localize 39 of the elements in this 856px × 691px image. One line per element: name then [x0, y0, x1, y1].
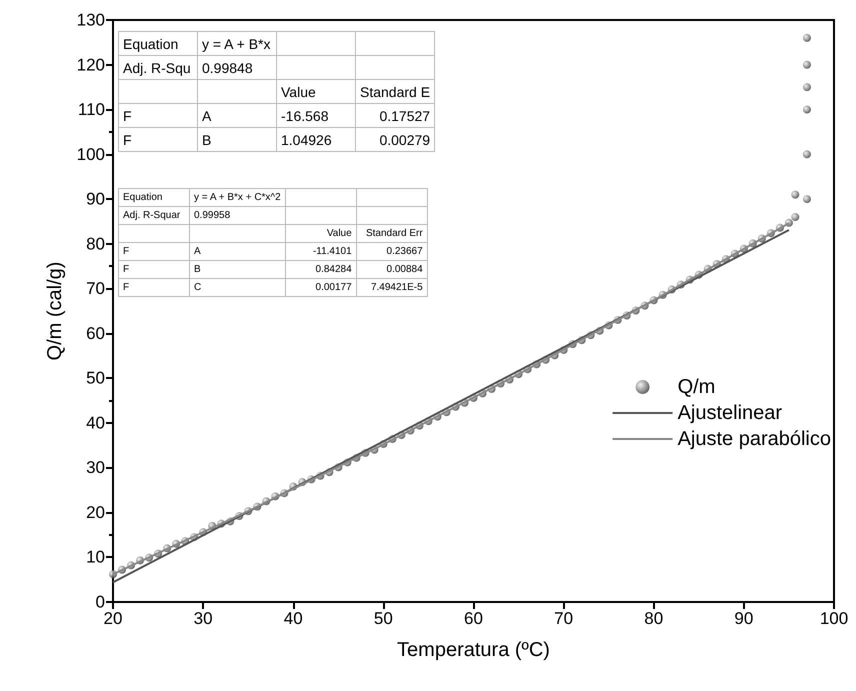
x-tick-label: 40 [284, 609, 303, 628]
y-tick-label: 40 [86, 413, 105, 432]
y-tick-label: 100 [76, 144, 105, 164]
annotation: Adj. R-Squ 0.99848 [122, 58, 254, 78]
x-tick-label: 70 [554, 609, 574, 628]
x-tick-label: 20 [104, 609, 122, 628]
y-tick-label: 90 [86, 190, 105, 209]
y-tick-label: 110 [78, 100, 105, 120]
y-axis-title: Q/m (cal/g) [44, 262, 66, 360]
x-tick-label: 50 [374, 609, 393, 628]
text: F A -16.568 0.17527 [123, 108, 430, 124]
text: Equation y = A + B*x + C*x^2 [123, 192, 281, 203]
y-tick-label: 60 [86, 324, 105, 343]
y-tick-label: 120 [76, 55, 105, 74]
y-tick-label: 0 [96, 592, 105, 612]
text: Adj. R-Squar 0.99958 [123, 210, 230, 221]
x-tick-label: 30 [194, 609, 213, 628]
legend-label: Q/m [678, 376, 716, 398]
y-tick-label: 70 [86, 279, 105, 298]
text: F C 0.00177 7.49421E-5 [123, 282, 423, 293]
x-tick-label: 80 [644, 609, 664, 628]
y-tick-label: 20 [86, 502, 105, 522]
text: Value Standard E [281, 84, 430, 100]
text: F B 0.84284 0.00884 [123, 264, 423, 275]
x-axis-title: Temperatura (ºC) [397, 639, 550, 661]
y-tick-label: 30 [86, 458, 105, 478]
y-tick-label: 80 [86, 234, 105, 254]
text: F B 1.04926 0.00279 [123, 132, 430, 148]
text: Value Standard Err [326, 228, 423, 239]
text: F A -11.4101 0.23667 [123, 246, 423, 257]
y-tick-label: 50 [86, 368, 105, 388]
y-tick-label: 130 [76, 10, 105, 30]
y-tick-label: 10 [86, 548, 105, 567]
x-tick-label: 60 [464, 609, 483, 628]
legend-label: Ajustelinear [678, 402, 782, 424]
x-tick-label: 90 [734, 609, 754, 628]
x-tick-label: 100 [820, 609, 848, 628]
text: Equation y = A + B*x [123, 36, 270, 52]
legend-label: Ajuste parabólico [678, 428, 832, 450]
